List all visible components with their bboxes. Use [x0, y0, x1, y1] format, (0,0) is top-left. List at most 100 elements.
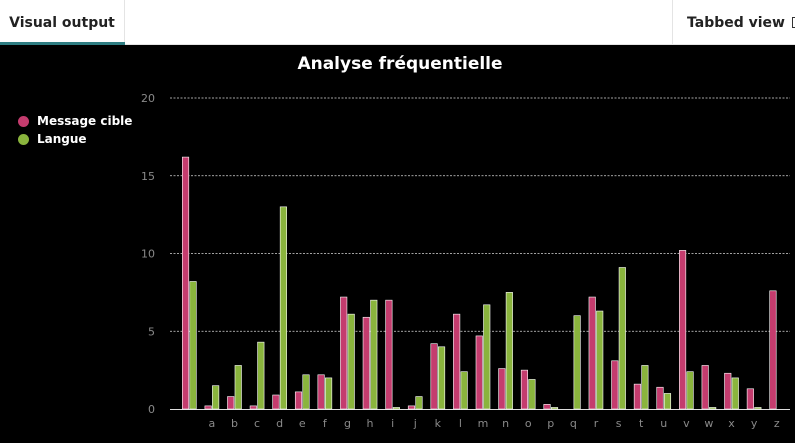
bar-message-k — [430, 343, 438, 410]
tab-tabbed-view-label: Tabbed view — [687, 14, 785, 31]
bar-message-e — [294, 391, 303, 410]
tab-visual-output[interactable]: Visual output — [0, 0, 125, 45]
bar-langue-q — [573, 315, 581, 410]
x-tick-label-a: a — [209, 417, 216, 430]
x-tick-label-p: p — [547, 417, 554, 430]
bar-langue-w — [709, 407, 717, 410]
bar-langue-j — [415, 396, 423, 410]
bar-langue-m — [483, 304, 491, 410]
bar-langue-v — [686, 371, 694, 410]
x-tick-label-n: n — [502, 417, 509, 430]
bar-langue-d — [279, 206, 287, 410]
x-tick-label-z: z — [774, 417, 780, 430]
tab-visual-output-label: Visual output — [9, 14, 115, 31]
bar-langue-s — [618, 267, 626, 410]
bar-langue-g — [347, 313, 355, 410]
x-tick-label-u: u — [660, 417, 667, 430]
bar-langue-c — [257, 341, 265, 410]
bar-message-blank — [181, 156, 190, 410]
x-tick-label-j: j — [413, 417, 417, 430]
bar-message-g — [340, 296, 348, 410]
bar-message-i — [385, 299, 393, 410]
bar-message-f — [317, 374, 325, 410]
y-tick-label-10: 10 — [141, 248, 155, 261]
bar-message-b — [227, 396, 235, 410]
bar-message-p — [543, 404, 551, 410]
x-tick-label-v: v — [683, 417, 690, 430]
tab-tabbed-view[interactable]: Tabbed view — [672, 0, 795, 45]
bar-langue-x — [731, 377, 739, 410]
x-tick-label-d: d — [276, 417, 283, 430]
bar-langue-blank — [189, 281, 197, 410]
legend-swatch-series1 — [18, 115, 29, 127]
bar-langue-a — [212, 385, 220, 410]
chart-legend: Message cible Langue — [18, 112, 132, 148]
legend-item-series1[interactable]: Message cible — [18, 112, 132, 130]
bar-message-t — [633, 383, 641, 410]
bar-message-h — [362, 316, 370, 410]
y-tick-label-20: 20 — [141, 92, 155, 105]
chart-title: Analyse fréquentielle — [297, 54, 503, 74]
bar-message-w — [701, 365, 709, 410]
bar-message-o — [520, 369, 528, 410]
x-tick-label-c: c — [254, 417, 260, 430]
y-tick-label-15: 15 — [141, 170, 155, 183]
x-tick-label-b: b — [231, 417, 238, 430]
x-tick-label-h: h — [367, 417, 374, 430]
legend-label-series2: Langue — [37, 132, 87, 146]
bar-langue-o — [528, 379, 536, 410]
window-icon — [791, 17, 795, 28]
bar-langue-k — [438, 346, 446, 410]
x-tick-label-g: g — [344, 417, 351, 430]
bar-langue-h — [370, 299, 378, 410]
bar-message-z — [769, 290, 777, 410]
x-tick-label-t: t — [639, 417, 644, 430]
bar-message-y — [746, 388, 754, 410]
bar-langue-t — [641, 365, 649, 410]
bar-langue-u — [663, 393, 672, 410]
bar-message-c — [249, 405, 257, 410]
bar-message-a — [204, 405, 212, 410]
bar-message-x — [724, 372, 732, 410]
bar-message-u — [656, 386, 664, 410]
x-tick-label-k: k — [435, 417, 442, 430]
y-tick-label-5: 5 — [148, 325, 155, 338]
bar-message-d — [272, 394, 280, 410]
bar-langue-e — [302, 374, 310, 410]
bar-message-v — [679, 250, 687, 410]
bar-langue-l — [460, 371, 468, 410]
x-tick-label-e: e — [299, 417, 306, 430]
x-tick-label-m: m — [478, 417, 489, 430]
chart-area: 0 5 10 15 20 a b c d e f g h i j k l m n o p q r s t u v w x y z — [0, 45, 795, 443]
x-tick-label-q: q — [570, 417, 577, 430]
bar-message-n — [498, 368, 506, 410]
bar-langue-r — [596, 310, 604, 410]
bar-message-s — [611, 360, 619, 410]
x-tick-label-y: y — [751, 417, 758, 430]
bar-langue-y — [754, 407, 762, 410]
x-tick-label-s: s — [616, 417, 622, 430]
x-tick-label-f: f — [323, 417, 328, 430]
x-tick-label-x: x — [728, 417, 735, 430]
bar-message-l — [453, 313, 461, 410]
bar-message-r — [588, 296, 596, 410]
bar-langue-f — [325, 377, 333, 410]
bar-langue-p — [550, 407, 559, 410]
active-tab-indicator — [0, 42, 125, 45]
y-tick-label-0: 0 — [148, 403, 155, 416]
x-tick-label-w: w — [704, 417, 713, 430]
x-tick-label-l: l — [459, 417, 462, 430]
bar-langue-n — [505, 292, 513, 410]
tab-bar: Visual output Tabbed view — [0, 0, 795, 45]
legend-item-series2[interactable]: Langue — [18, 130, 132, 148]
bar-message-j — [407, 405, 416, 410]
legend-swatch-series2 — [18, 133, 29, 145]
x-tick-label-i: i — [391, 417, 394, 430]
x-tick-label-r: r — [594, 417, 599, 430]
legend-label-series1: Message cible — [37, 114, 133, 128]
bar-chart: 0 5 10 15 20 a b c d e f g h i j k l m n o p q r s t u v w x y z — [141, 92, 790, 430]
bar-message-m — [475, 335, 483, 410]
x-tick-label-o: o — [525, 417, 532, 430]
bar-langue-b — [234, 365, 242, 410]
bar-langue-i — [392, 407, 400, 410]
